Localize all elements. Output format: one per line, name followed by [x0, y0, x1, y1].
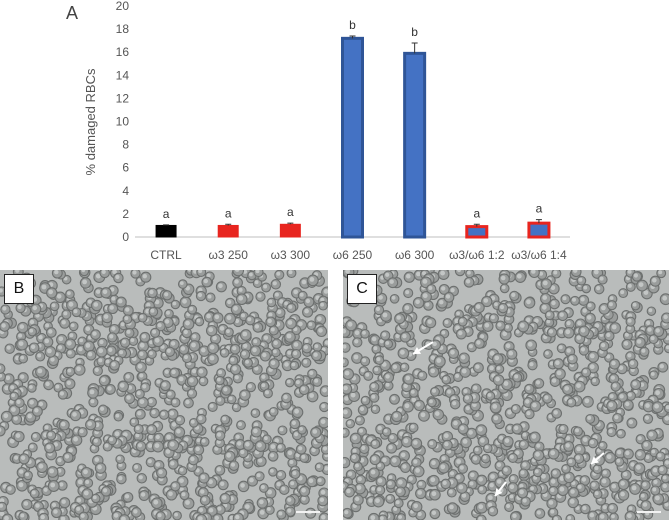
y-axis-label: % damaged RBCs	[83, 68, 98, 175]
micrograph-panel-b: B	[0, 270, 328, 520]
rbc-image-c	[343, 270, 669, 520]
significance-letter: a	[287, 205, 294, 219]
x-tick-label: ω3 250	[209, 248, 249, 262]
x-tick-label: ω6 300	[395, 248, 435, 262]
significance-letter: a	[473, 206, 480, 220]
scale-bar	[637, 511, 661, 513]
error-bar	[287, 222, 294, 225]
significance-letter: b	[411, 25, 418, 39]
x-tick-label: ω3 300	[271, 248, 311, 262]
panel-label-a: A	[66, 3, 78, 23]
error-bar	[411, 42, 418, 54]
bar	[155, 224, 177, 238]
rbc-image-b	[0, 270, 328, 520]
y-tick-label: 12	[116, 91, 130, 105]
error-bar	[535, 219, 542, 224]
arrow-marker	[494, 481, 507, 497]
y-tick-label: 2	[122, 207, 129, 221]
bar-chart: A % damaged RBCs 0 2 4 6 8 10 12 14 16 18 20 a a a b b…	[66, 0, 570, 262]
panel-label-b: B	[4, 274, 34, 304]
panel-label-c: C	[347, 274, 377, 304]
y-tick-label: 6	[122, 161, 129, 175]
significance-letter: a	[536, 202, 543, 216]
y-tick-label: 8	[122, 138, 129, 152]
x-tick-label: CTRL	[150, 248, 182, 262]
bar	[527, 221, 551, 239]
y-tick-label: 18	[116, 22, 130, 36]
bar	[217, 224, 239, 238]
scale-bar	[296, 511, 320, 513]
y-tick-label: 14	[116, 68, 130, 82]
y-tick-label: 4	[122, 184, 129, 198]
significance-letter: b	[349, 18, 356, 32]
bar	[341, 36, 364, 239]
error-bar	[163, 224, 170, 226]
bar	[403, 51, 427, 239]
bar	[465, 225, 489, 239]
y-tick-label: 0	[122, 230, 129, 244]
micrograph-panel-c: C	[343, 270, 669, 520]
error-bar	[349, 35, 356, 39]
significance-letter: a	[225, 206, 232, 220]
x-tick-label: ω3/ω6 1:2	[449, 248, 505, 262]
error-bar	[473, 223, 480, 227]
y-tick-label: 20	[116, 0, 130, 13]
y-tick-label: 10	[116, 115, 130, 129]
x-tick-label: ω6 250	[333, 248, 373, 262]
bar	[279, 223, 301, 238]
arrow-marker	[590, 452, 605, 465]
x-tick-label: ω3/ω6 1:4	[511, 248, 567, 262]
arrow-marker	[412, 341, 434, 355]
significance-letter: a	[163, 207, 170, 221]
y-tick-label: 16	[116, 45, 130, 59]
error-bar	[225, 223, 232, 226]
